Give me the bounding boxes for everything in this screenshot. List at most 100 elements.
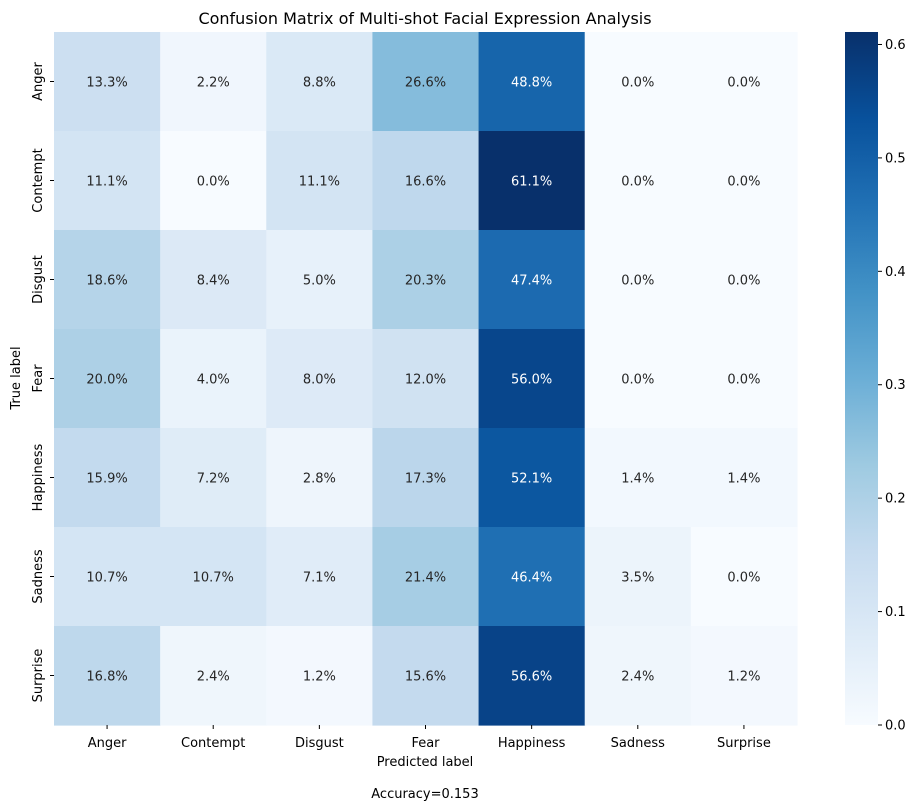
cell-value-label: 7.1%	[303, 571, 336, 586]
heatmap-cell	[372, 230, 480, 330]
colorbar-tick-label: 0.5	[885, 151, 906, 166]
cell-value-label: 2.4%	[621, 670, 654, 685]
heatmap-cell	[690, 131, 798, 231]
x-tick-label: Surprise	[717, 736, 771, 751]
heatmap-cell	[266, 230, 374, 330]
accuracy-label: Accuracy=0.153	[371, 787, 478, 802]
y-tick-label: Fear	[31, 364, 46, 393]
colorbar-tick-label: 0.0	[885, 719, 906, 734]
cell-value-label: 2.4%	[197, 670, 230, 685]
heatmap-cell	[690, 329, 798, 429]
y-tick-label: Disgust	[31, 255, 46, 304]
cell-value-label: 11.1%	[86, 175, 127, 190]
colorbar-tick-label: 0.2	[885, 492, 906, 507]
heatmap-cell	[478, 32, 586, 132]
x-tick-label: Happiness	[498, 736, 566, 751]
colorbar-tick-label: 0.4	[885, 265, 906, 280]
cell-value-label: 2.2%	[197, 76, 230, 91]
heatmap-cell	[478, 230, 586, 330]
cell-value-label: 18.6%	[86, 274, 127, 289]
y-tick-label: Contempt	[31, 148, 46, 212]
y-axis-ticks: Anger Contempt Disgust Fear Happiness Sadness…	[31, 61, 54, 702]
cell-value-label: 0.0%	[621, 76, 654, 91]
heatmap-cell	[266, 527, 374, 627]
heatmap-cell	[690, 527, 798, 627]
cell-value-label: 17.3%	[405, 472, 446, 487]
cell-value-label: 11.1%	[299, 175, 340, 190]
heatmap-cell	[160, 329, 267, 429]
cell-value-label: 26.6%	[405, 76, 446, 91]
chart-title: Confusion Matrix of Multi-shot Facial Ex…	[198, 9, 651, 28]
y-axis-label: True label	[9, 346, 24, 410]
heatmap-cell	[266, 131, 374, 231]
heatmap-cell	[372, 626, 480, 726]
cell-value-label: 1.2%	[303, 670, 336, 685]
heatmap-cell	[266, 626, 374, 726]
x-tick-label: Sadness	[611, 736, 665, 751]
heatmap-cell	[54, 626, 161, 726]
heatmap-cell	[372, 527, 480, 627]
heatmap-cell	[584, 32, 692, 132]
x-axis-label: Predicted label	[377, 755, 474, 770]
heatmap-cell	[160, 131, 267, 231]
cell-value-label: 61.1%	[511, 175, 552, 190]
cell-value-label: 16.8%	[86, 670, 127, 685]
heatmap-cell	[584, 527, 692, 627]
cell-value-label: 20.3%	[405, 274, 446, 289]
heatmap-cell	[584, 131, 692, 231]
heatmap-cell	[54, 131, 161, 231]
cell-value-label: 46.4%	[511, 571, 552, 586]
heatmap-cell	[478, 131, 586, 231]
x-axis-ticks: Anger Contempt Disgust Fear Happiness Sadness…	[88, 725, 771, 751]
cell-value-label: 52.1%	[511, 472, 552, 487]
heatmap-cell	[160, 527, 267, 627]
y-tick-label: Surprise	[31, 649, 46, 703]
cell-value-label: 10.7%	[86, 571, 127, 586]
cell-value-label: 48.8%	[511, 76, 552, 91]
cell-value-label: 0.0%	[621, 175, 654, 190]
colorbar-tick-label: 0.1	[885, 605, 906, 620]
cell-value-label: 0.0%	[727, 76, 760, 91]
heatmap-cell	[584, 230, 692, 330]
heatmap-cell	[478, 329, 586, 429]
heatmap-cell	[266, 32, 374, 132]
cell-value-label: 10.7%	[193, 571, 234, 586]
cell-value-label: 1.4%	[621, 472, 654, 487]
heatmap-cell	[160, 230, 267, 330]
heatmap-cell	[372, 32, 480, 132]
heatmap-cell	[478, 626, 586, 726]
heatmap-cell	[160, 428, 267, 528]
cell-value-label: 7.2%	[197, 472, 230, 487]
heatmap-cell	[690, 230, 798, 330]
cell-value-label: 0.0%	[727, 274, 760, 289]
heatmap-cell	[478, 527, 586, 627]
cell-value-label: 13.3%	[86, 76, 127, 91]
cell-value-label: 47.4%	[511, 274, 552, 289]
heatmap-cell	[160, 32, 267, 132]
colorbar	[845, 32, 878, 725]
heatmap-cell	[372, 428, 480, 528]
cell-value-label: 0.0%	[621, 373, 654, 388]
colorbar-ticks: 0.0 0.1 0.2 0.3 0.4 0.5 0.6	[878, 38, 906, 734]
cell-value-label: 21.4%	[405, 571, 446, 586]
cell-value-label: 4.0%	[197, 373, 230, 388]
cell-value-label: 56.6%	[511, 670, 552, 685]
cell-value-label: 1.4%	[727, 472, 760, 487]
y-tick-label: Happiness	[31, 443, 46, 511]
heatmap-cell	[54, 527, 161, 627]
cell-value-label: 1.2%	[727, 670, 760, 685]
cell-value-label: 0.0%	[727, 175, 760, 190]
heatmap-cell	[478, 428, 586, 528]
heatmap-cell	[372, 329, 480, 429]
heatmap-cell-labels: 13.3% 2.2% 8.8% 26.6% 48.8% 0.0% 0.0% 11.1% 0.0%…	[86, 76, 760, 685]
cell-value-label: 15.6%	[405, 670, 446, 685]
heatmap-cell	[690, 32, 798, 132]
heatmap-cell	[54, 230, 161, 330]
heatmap-cell	[690, 626, 798, 726]
cell-value-label: 0.0%	[621, 274, 654, 289]
heatmap-cell	[266, 329, 374, 429]
cell-value-label: 16.6%	[405, 175, 446, 190]
colorbar-tick-label: 0.3	[885, 378, 906, 393]
cell-value-label: 5.0%	[303, 274, 336, 289]
